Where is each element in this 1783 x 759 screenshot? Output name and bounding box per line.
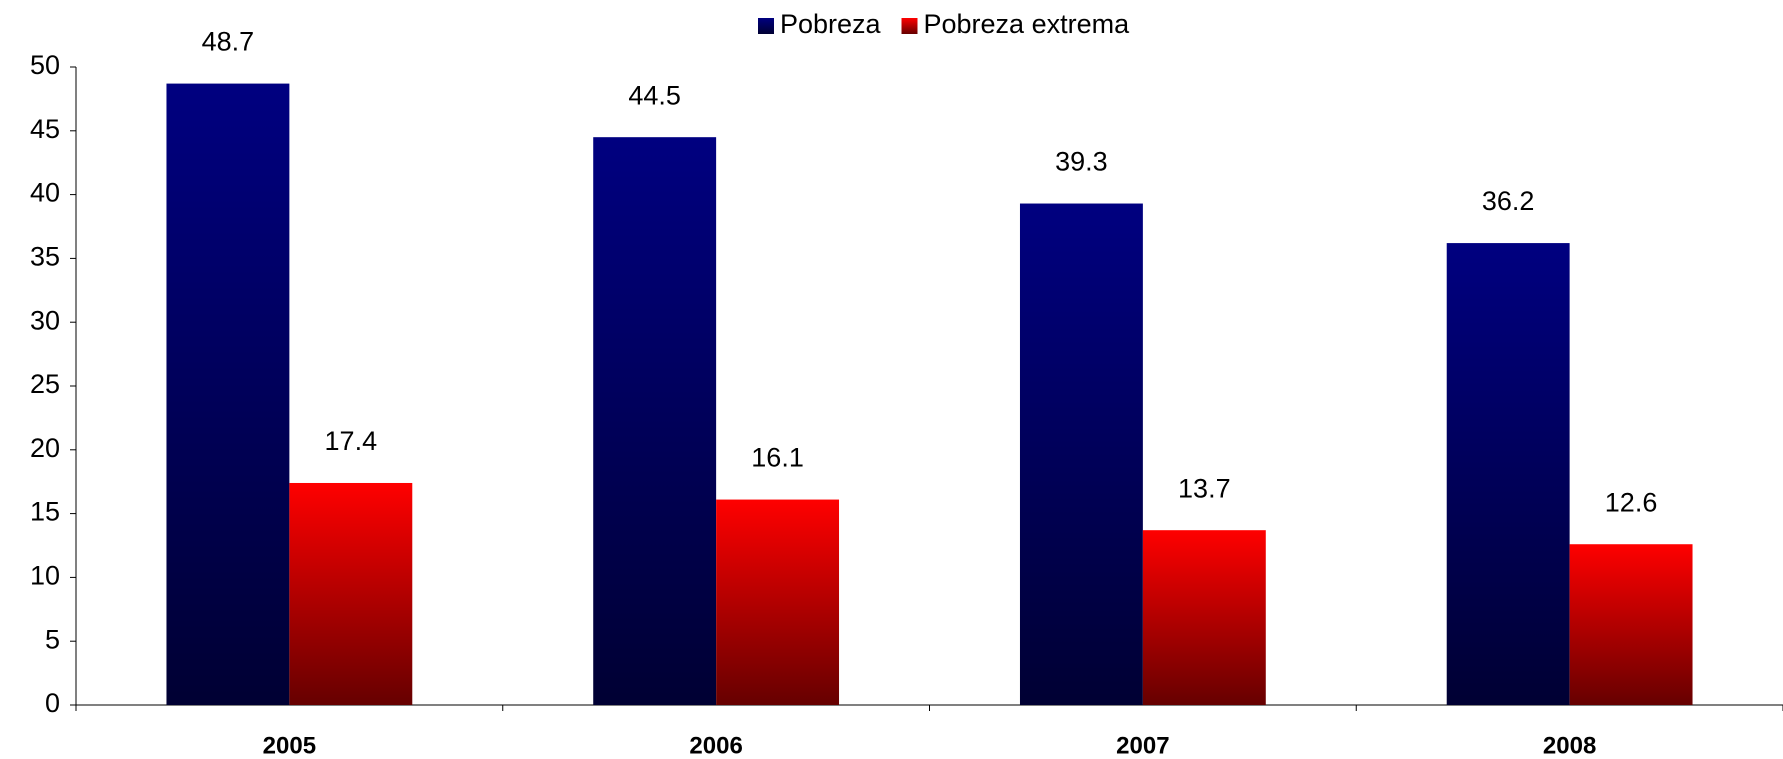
bar: [1569, 544, 1693, 705]
value-label: 17.4: [325, 426, 378, 456]
y-tick-label: 0: [45, 688, 60, 718]
y-tick-label: 20: [30, 433, 60, 463]
bar: [1019, 203, 1143, 706]
y-tick-label: 40: [30, 178, 60, 208]
y-tick-label: 30: [30, 305, 60, 335]
bar: [1446, 243, 1570, 705]
bar: [1142, 530, 1266, 705]
value-label: 44.5: [628, 80, 681, 110]
value-label: 48.7: [202, 27, 255, 57]
y-tick-label: 10: [30, 561, 60, 591]
x-tick-label: 2005: [263, 732, 316, 759]
legend: Pobreza Pobreza extrema: [758, 9, 1130, 39]
y-tick-label: 15: [30, 497, 60, 527]
bar: [716, 499, 840, 705]
legend-swatch: [901, 18, 918, 34]
x-tick-label: 2008: [1543, 732, 1596, 759]
x-tick-label: 2007: [1116, 732, 1169, 759]
value-label: 16.1: [751, 443, 804, 473]
y-tick-label: 25: [30, 369, 60, 399]
value-label: 36.2: [1482, 186, 1535, 216]
value-label: 13.7: [1178, 473, 1231, 503]
x-tick-label: 2006: [689, 732, 742, 759]
y-tick-label: 50: [30, 50, 60, 80]
bar: [593, 137, 717, 705]
legend-swatch: [758, 18, 774, 34]
y-tick-label: 35: [30, 242, 60, 272]
legend-label: Pobreza extrema: [924, 9, 1131, 39]
y-tick-label: 5: [45, 624, 60, 654]
y-tick-label: 45: [30, 114, 60, 144]
bar: [166, 83, 290, 705]
value-label: 39.3: [1055, 147, 1108, 177]
value-label: 12.6: [1605, 487, 1658, 517]
legend-label: Pobreza: [780, 9, 882, 39]
bar: [289, 482, 413, 705]
